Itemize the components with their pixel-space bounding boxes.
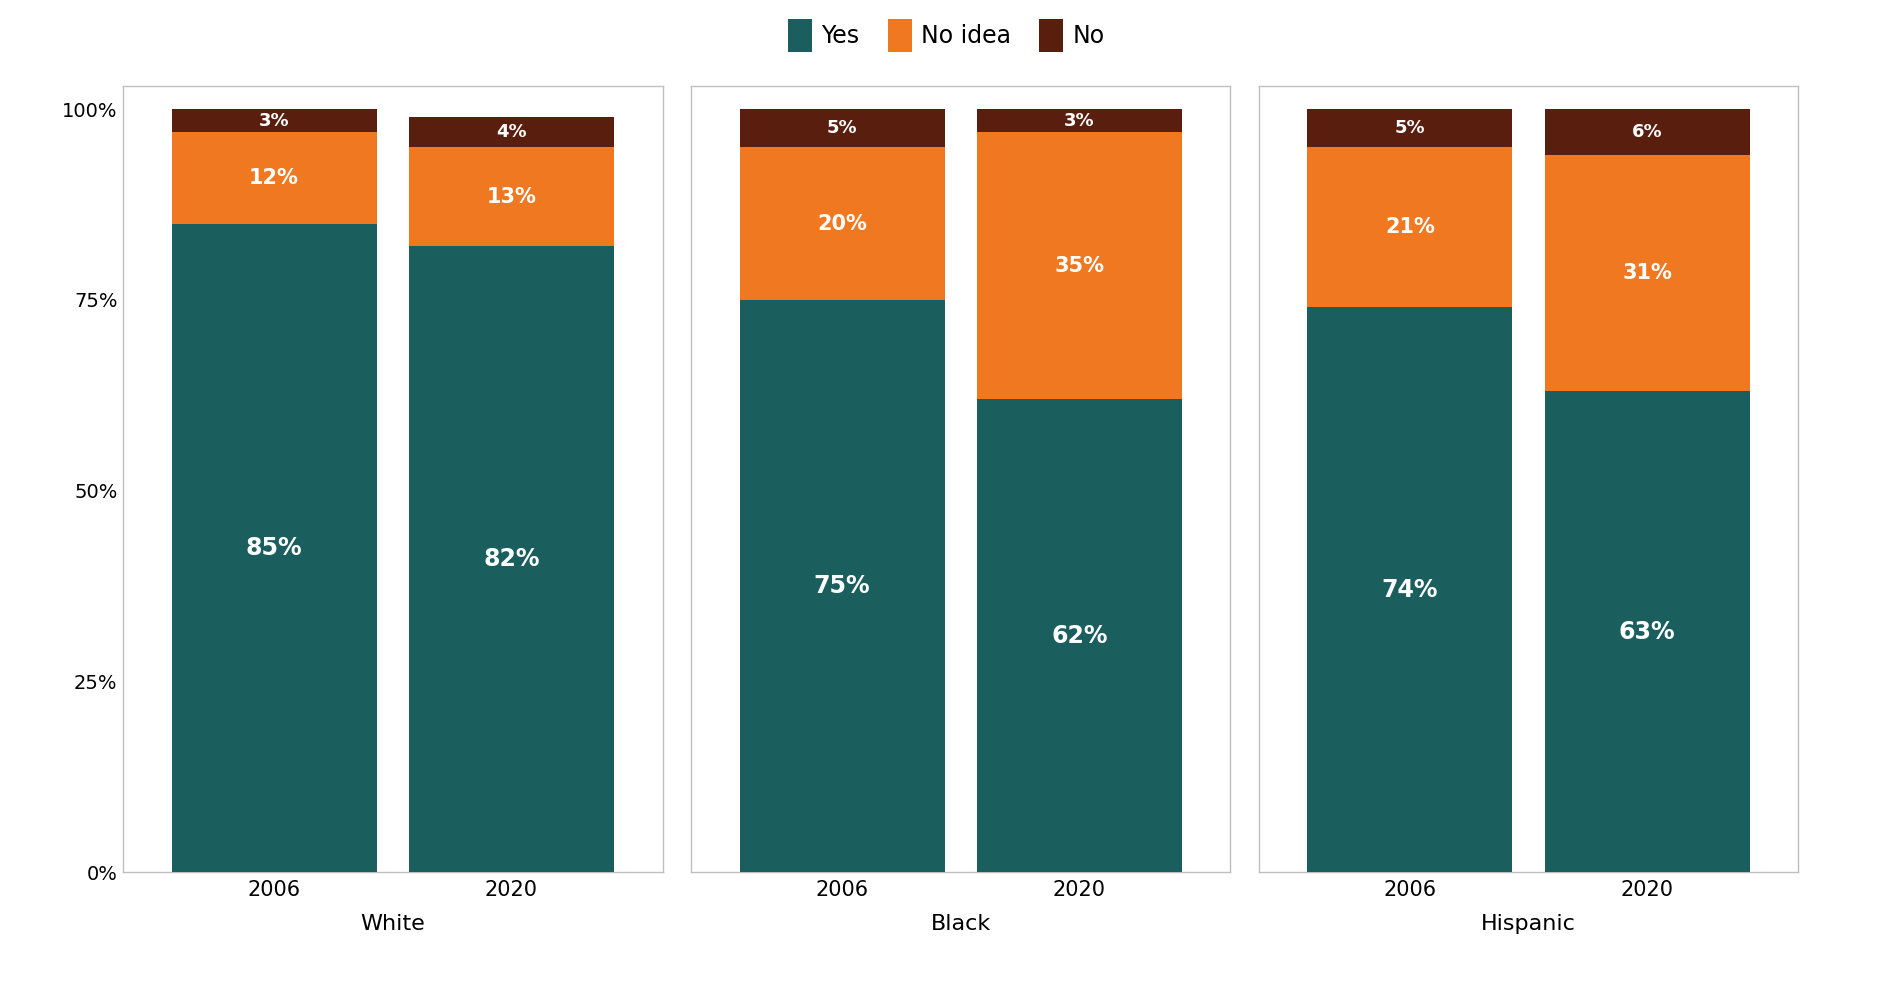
Text: 5%: 5%: [1395, 119, 1425, 137]
X-axis label: Black: Black: [931, 915, 990, 935]
Text: 63%: 63%: [1619, 619, 1675, 644]
Bar: [1545, 109, 1749, 155]
X-axis label: White: White: [360, 915, 426, 935]
Bar: [1308, 109, 1513, 148]
Bar: [977, 399, 1181, 872]
Bar: [172, 224, 377, 872]
Bar: [977, 109, 1181, 132]
Bar: [740, 109, 945, 148]
Bar: [172, 132, 377, 224]
Text: 4%: 4%: [496, 123, 526, 141]
Bar: [1545, 155, 1749, 391]
Text: 74%: 74%: [1382, 578, 1439, 602]
Text: 6%: 6%: [1632, 123, 1662, 141]
Text: 20%: 20%: [818, 213, 867, 234]
Text: 3%: 3%: [259, 112, 290, 130]
X-axis label: Hispanic: Hispanic: [1480, 915, 1577, 935]
Text: 62%: 62%: [1051, 623, 1107, 647]
Text: 82%: 82%: [483, 547, 540, 571]
Text: 13%: 13%: [487, 187, 536, 207]
Text: 5%: 5%: [827, 119, 858, 137]
Legend: Yes, No idea, No: Yes, No idea, No: [780, 10, 1113, 61]
Bar: [1308, 307, 1513, 872]
Text: 31%: 31%: [1622, 264, 1672, 283]
Bar: [740, 148, 945, 300]
Bar: [740, 300, 945, 872]
Text: 21%: 21%: [1386, 217, 1435, 238]
Bar: [172, 109, 377, 132]
Bar: [1545, 391, 1749, 872]
Text: 35%: 35%: [1054, 256, 1104, 275]
Bar: [977, 132, 1181, 399]
Text: 12%: 12%: [250, 167, 299, 187]
Text: 3%: 3%: [1064, 112, 1094, 130]
Text: 85%: 85%: [246, 536, 303, 560]
Bar: [409, 117, 613, 148]
Bar: [1308, 148, 1513, 307]
Bar: [409, 148, 613, 247]
Text: 75%: 75%: [814, 574, 871, 598]
Bar: [409, 247, 613, 872]
